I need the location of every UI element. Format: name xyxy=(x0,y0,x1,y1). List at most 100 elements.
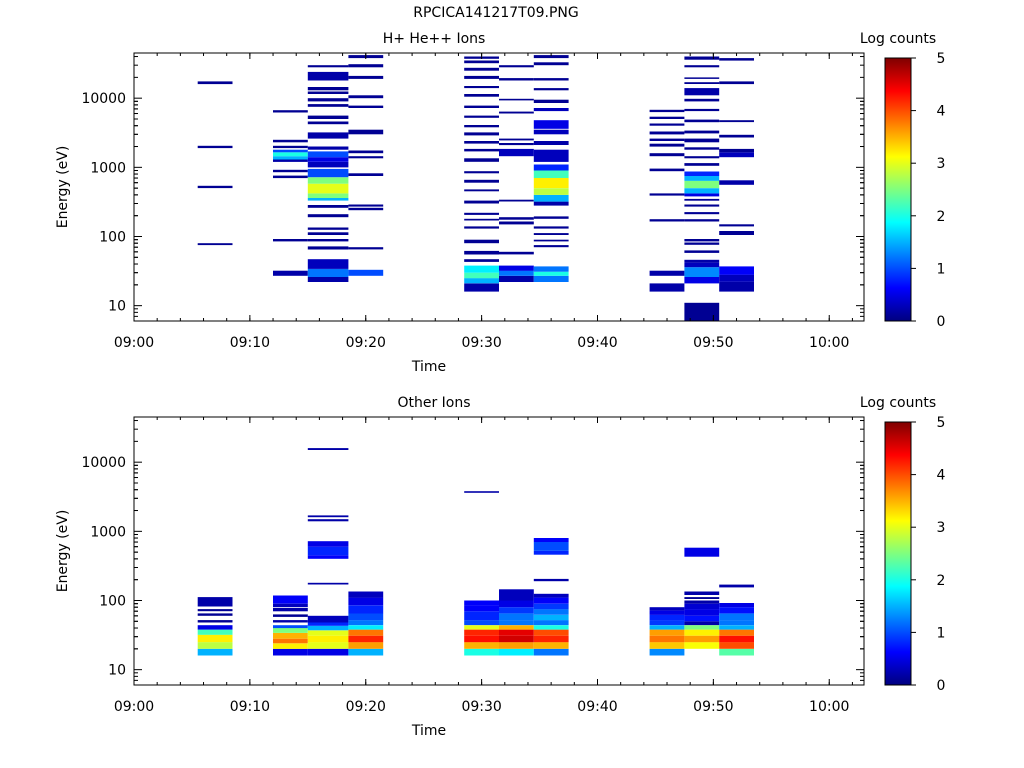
y-tick-label: 10 xyxy=(108,299,126,315)
heatmap-cell xyxy=(348,648,384,656)
heatmap-cell xyxy=(684,82,720,84)
heatmap-cell xyxy=(464,635,499,643)
heatmap-cell xyxy=(464,141,499,144)
heatmap-cell xyxy=(348,629,384,636)
heatmap-cell xyxy=(684,88,720,96)
heatmap-cell xyxy=(307,615,349,623)
x-tick-label: 09:50 xyxy=(693,335,733,351)
heatmap-cell xyxy=(533,239,569,242)
heatmap-cell xyxy=(464,259,499,262)
heatmap-cell xyxy=(273,638,308,644)
heatmap-cell xyxy=(533,194,569,202)
heatmap-cell xyxy=(464,212,499,215)
heatmap-cell xyxy=(649,116,685,119)
colorbar-tick-label: 0 xyxy=(937,678,946,694)
heatmap-cell xyxy=(533,201,569,206)
heatmap-cell xyxy=(649,123,685,126)
heatmap-cell xyxy=(684,204,720,207)
heatmap-cell xyxy=(719,635,754,643)
heatmap-cell xyxy=(684,262,720,268)
panel-title: Other Ions xyxy=(397,395,470,411)
heatmap-cell xyxy=(684,98,720,102)
heatmap-cell xyxy=(307,259,349,269)
heatmap-cell xyxy=(719,584,754,588)
x-tick-label: 09:50 xyxy=(693,699,733,715)
heatmap-cell xyxy=(719,152,754,158)
heatmap-cell xyxy=(499,138,534,141)
heatmap-cell xyxy=(499,629,534,636)
heatmap-cell xyxy=(719,81,754,85)
heatmap-cell xyxy=(307,277,349,282)
page-title: RPCICA141217T09.PNG xyxy=(413,5,579,21)
heatmap-cell xyxy=(273,620,308,623)
heatmap-cell xyxy=(499,148,534,157)
heatmap-cell xyxy=(307,630,349,636)
heatmap-cell xyxy=(533,164,569,171)
heatmap-cell xyxy=(197,620,233,623)
heatmap-cell xyxy=(684,621,720,626)
heatmap-cell xyxy=(649,143,685,147)
heatmap-cell xyxy=(307,648,349,656)
plot-frame xyxy=(133,416,865,686)
y-tick-label: 1000 xyxy=(90,524,126,540)
heatmap-cell xyxy=(464,75,499,79)
heatmap-cell xyxy=(464,278,499,284)
heatmap-cell xyxy=(464,158,499,162)
heatmap-cell xyxy=(533,271,569,276)
heatmap-cell xyxy=(684,600,720,604)
heatmap-cell xyxy=(464,60,499,64)
heatmap-cell xyxy=(649,614,685,621)
colorbar-tick-label: 3 xyxy=(937,520,946,536)
heatmap-cell xyxy=(533,542,569,551)
heatmap-cell xyxy=(197,609,233,612)
heatmap-cell xyxy=(533,603,569,610)
x-tick-label: 10:00 xyxy=(809,335,849,351)
heatmap-cell xyxy=(684,171,720,176)
heatmap-cell xyxy=(464,283,499,292)
heatmap-cell xyxy=(533,625,569,630)
heatmap-cell xyxy=(649,648,685,656)
colorbar-tick-label: 5 xyxy=(937,51,946,67)
heatmap-cell xyxy=(307,246,349,250)
heatmap-cell xyxy=(649,153,685,157)
colorbar-tick-label: 1 xyxy=(937,261,946,277)
heatmap-cell xyxy=(307,448,349,450)
heatmap-cell xyxy=(464,250,499,255)
heatmap-cell xyxy=(684,250,720,253)
heatmap-cell xyxy=(533,593,569,598)
heatmap-cell xyxy=(719,231,754,235)
x-axis-label: Time xyxy=(411,723,446,739)
heatmap-cell xyxy=(684,193,720,197)
heatmap-cell xyxy=(649,610,685,615)
heatmap-cell xyxy=(684,77,720,79)
heatmap-cell xyxy=(649,138,685,141)
heatmap-cell xyxy=(719,629,754,636)
heatmap-cell xyxy=(684,212,720,215)
heatmap-cell xyxy=(499,600,534,608)
heatmap-cell xyxy=(464,226,499,229)
heatmap-cell xyxy=(499,111,534,114)
heatmap-cell xyxy=(348,150,384,154)
heatmap-cell xyxy=(273,270,308,276)
heatmap-cell xyxy=(464,648,499,656)
heatmap-cell xyxy=(307,515,349,518)
heatmap-cell xyxy=(197,597,233,607)
heatmap-cell xyxy=(499,78,534,81)
y-tick-label: 10 xyxy=(108,663,126,679)
heatmap-cell xyxy=(499,648,534,656)
heatmap-cell xyxy=(499,595,534,601)
heatmap-cell xyxy=(684,259,720,263)
heatmap-cell xyxy=(348,597,384,606)
colorbar-label: Log counts xyxy=(860,395,936,411)
heatmap-cell xyxy=(348,204,384,207)
heatmap-cell xyxy=(348,156,384,159)
heatmap-cell xyxy=(533,216,569,219)
heatmap-cell xyxy=(499,251,534,255)
colorbar-tick-label: 2 xyxy=(937,209,946,225)
heatmap-cells xyxy=(197,448,754,656)
heatmap-cell xyxy=(649,642,685,649)
heatmap-cell xyxy=(197,145,233,149)
heatmap-cell xyxy=(533,629,569,636)
heatmap-cell xyxy=(649,131,685,135)
heatmap-cell xyxy=(273,145,308,149)
